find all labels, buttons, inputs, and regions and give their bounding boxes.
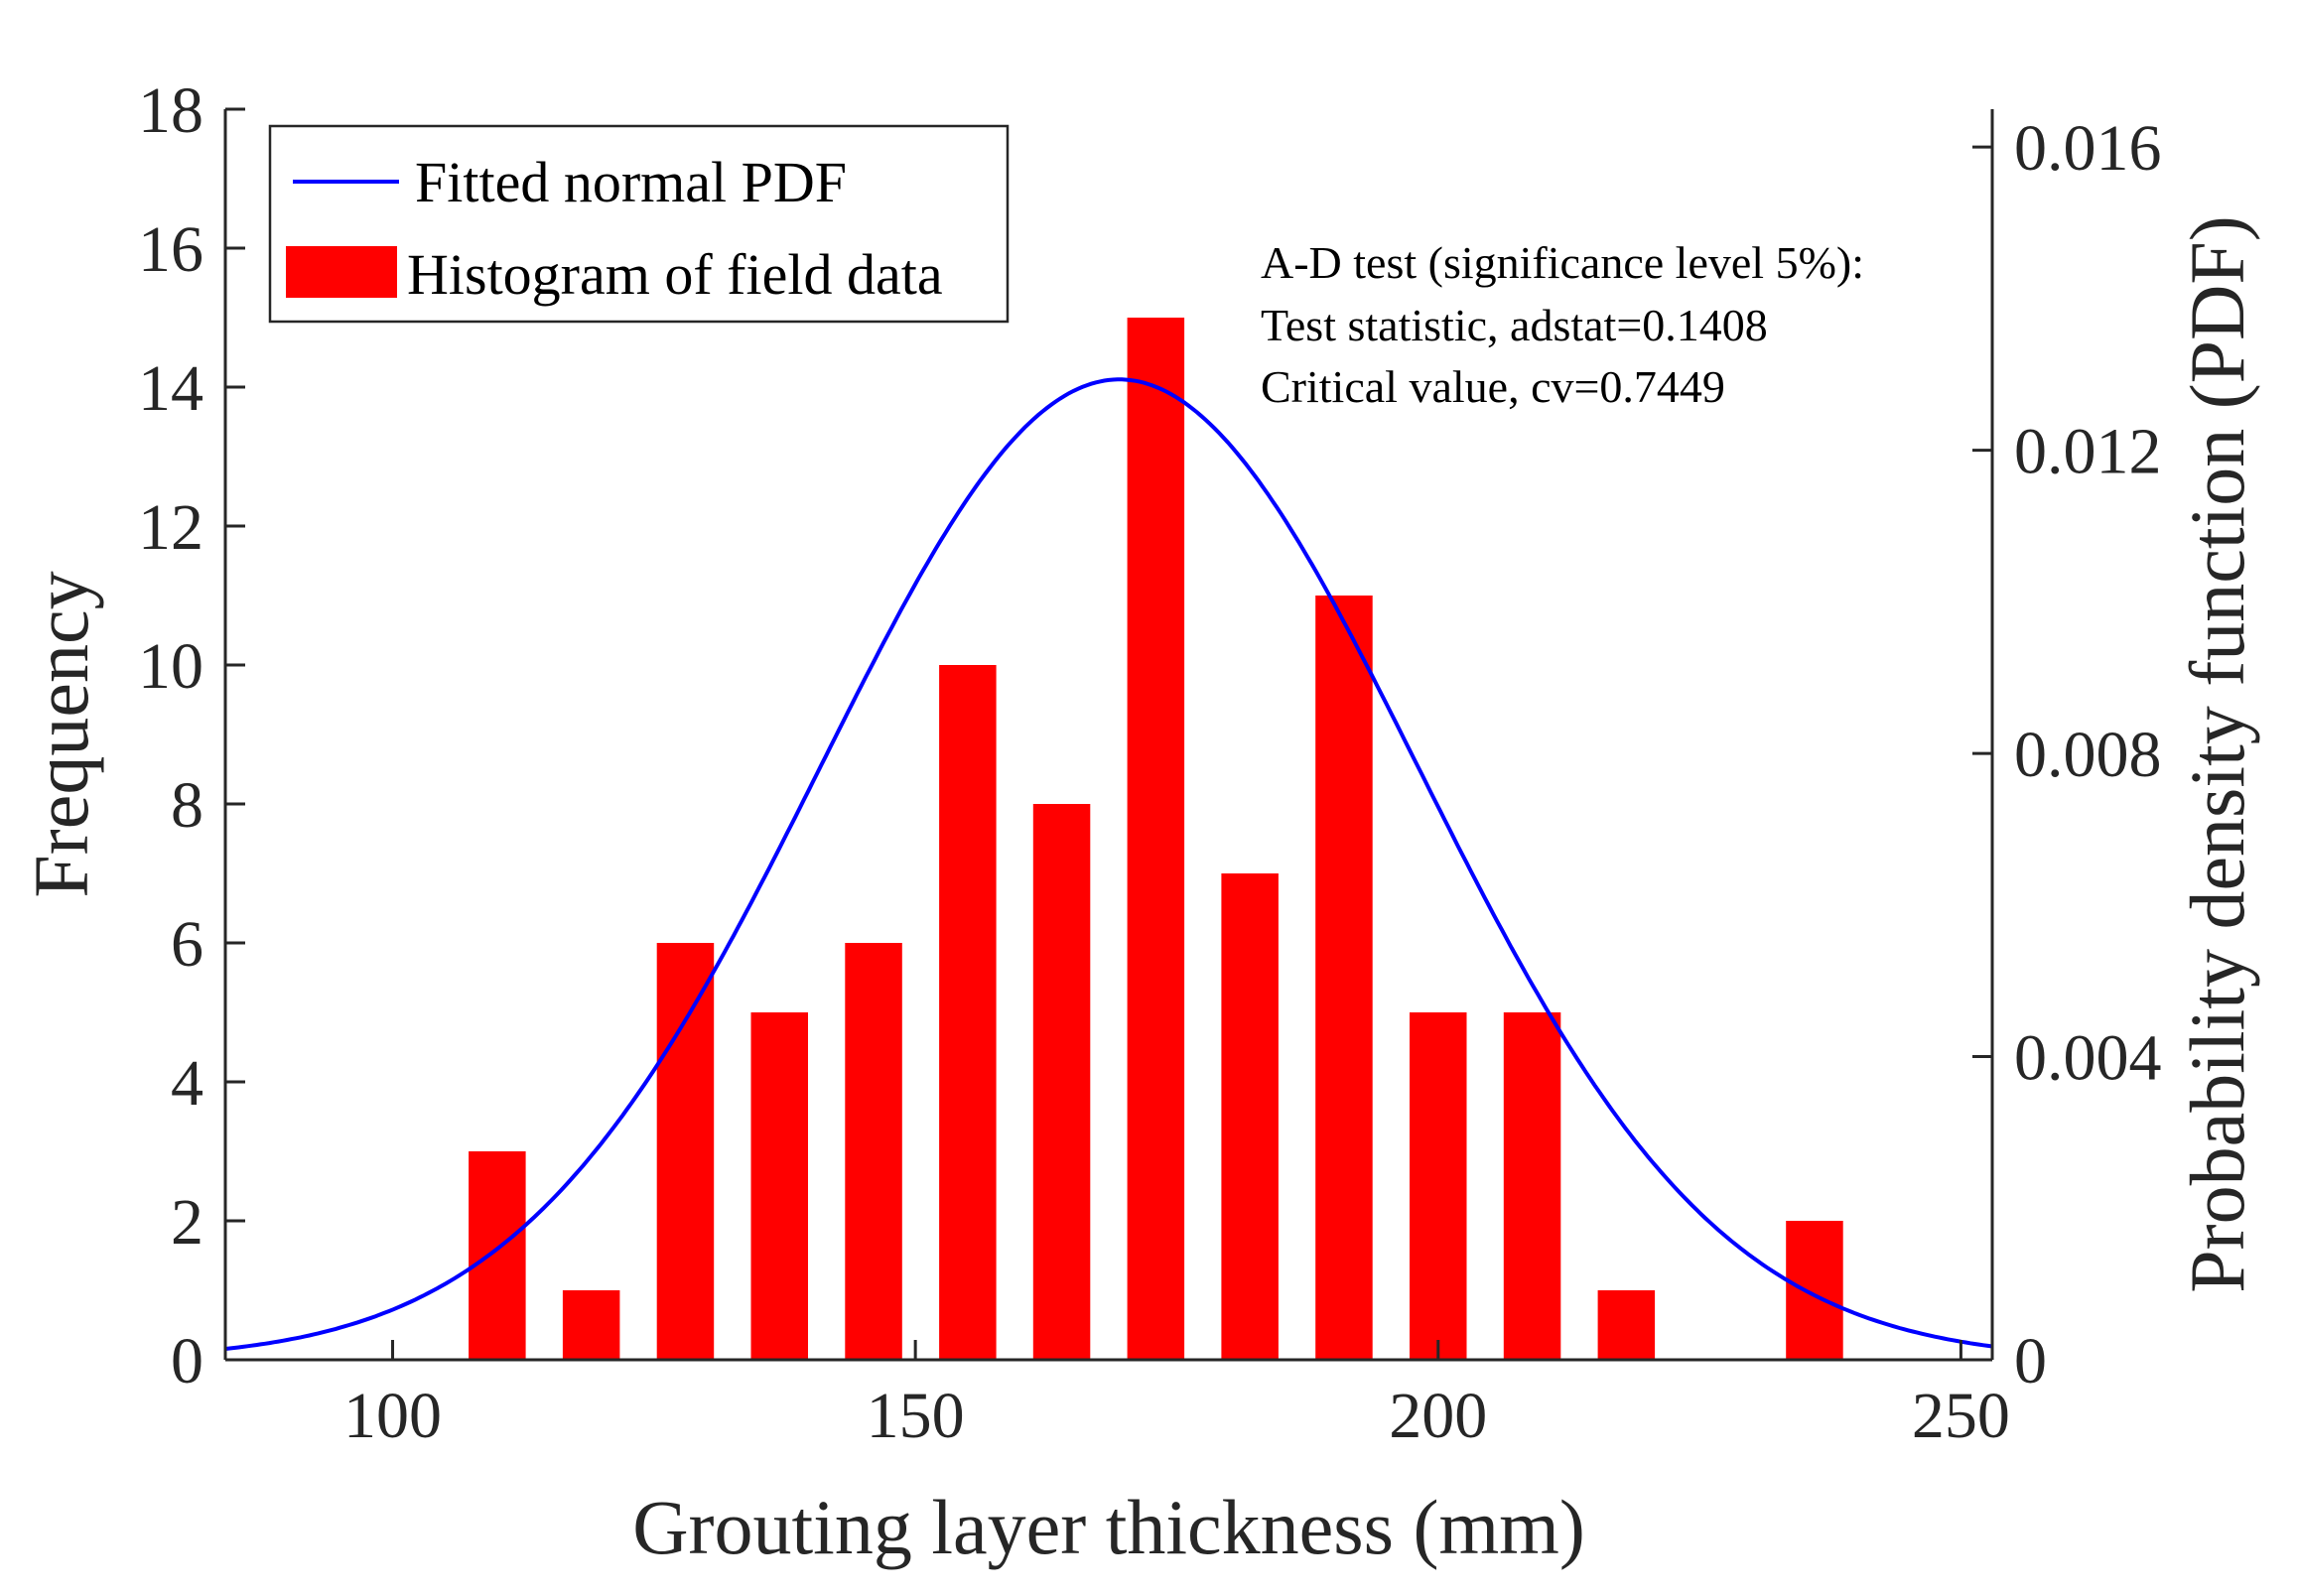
y-tick-label-12: 12 [138,491,203,564]
histogram-bar-13 [1786,1221,1843,1360]
annotation-line-0: A-D test (significance level 5%): [1261,237,1864,288]
histogram-bar-10 [1410,1012,1467,1360]
right-y-tick-label-4: 0.016 [2014,112,2162,185]
y-tick-label-2: 2 [171,1186,203,1259]
y-axis-title: Frequency [18,571,104,897]
legend-label-fitted-pdf: Fitted normal PDF [415,150,847,214]
y-tick-label-10: 10 [138,630,203,703]
histogram-bar-2 [656,943,715,1360]
right-y-tick-label-1: 0.004 [2014,1022,2162,1095]
y-tick-label-8: 8 [171,769,203,842]
y-tick-label-0: 0 [171,1325,203,1397]
y-tick-label-14: 14 [138,352,203,425]
right-y-tick-label-0: 0 [2014,1325,2047,1397]
right-y-axis-title: Probability density function (PDF) [2174,215,2260,1292]
y-tick-label-16: 16 [138,213,203,286]
histogram-bar-7 [1127,318,1185,1360]
histogram-bar-9 [1315,596,1373,1360]
histogram-bar-4 [845,943,902,1360]
legend-bar-swatch [286,246,397,298]
right-y-tick-label-3: 0.012 [2014,416,2162,488]
pdf-curve-layer [224,377,1993,1351]
histogram-bar-0 [469,1151,526,1360]
x-tick-label-250: 250 [1912,1380,2010,1452]
histogram-bar-5 [939,665,997,1360]
axes: 100 150 200 25002468101214161800.0040.0080.… [18,74,2260,1570]
x-tick-label-200: 200 [1389,1380,1487,1452]
right-y-tick-label-2: 0.008 [2014,719,2162,791]
histogram-bar-3 [750,1012,808,1360]
histogram-bars [469,318,1843,1360]
x-axis-title: Grouting layer thickness (mm) [632,1484,1585,1570]
x-tick-label-150: 150 [867,1380,965,1452]
histogram-bar-1 [562,1290,620,1360]
fitted-normal-pdf-line [224,377,1993,1351]
ad-test-annotation: A-D test (significance level 5%): Test st… [1261,237,1864,412]
x-tick-label-100: 100 [343,1380,442,1452]
y-tick-label-6: 6 [171,908,203,981]
histogram-bar-12 [1597,1290,1656,1360]
histogram-bar-11 [1503,1012,1561,1360]
legend-label-histogram: Histogram of field data [407,242,943,307]
histogram-bar-6 [1032,804,1091,1360]
annotation-line-1: Test statistic, adstat=0.1408 [1261,300,1768,350]
y-tick-label-4: 4 [171,1047,203,1120]
histogram-bar-8 [1221,873,1279,1360]
annotation-line-2: Critical value, cv=0.7449 [1261,361,1725,412]
y-tick-label-18: 18 [138,74,203,147]
legend: Fitted normal PDF Histogram of field data [268,124,1010,324]
